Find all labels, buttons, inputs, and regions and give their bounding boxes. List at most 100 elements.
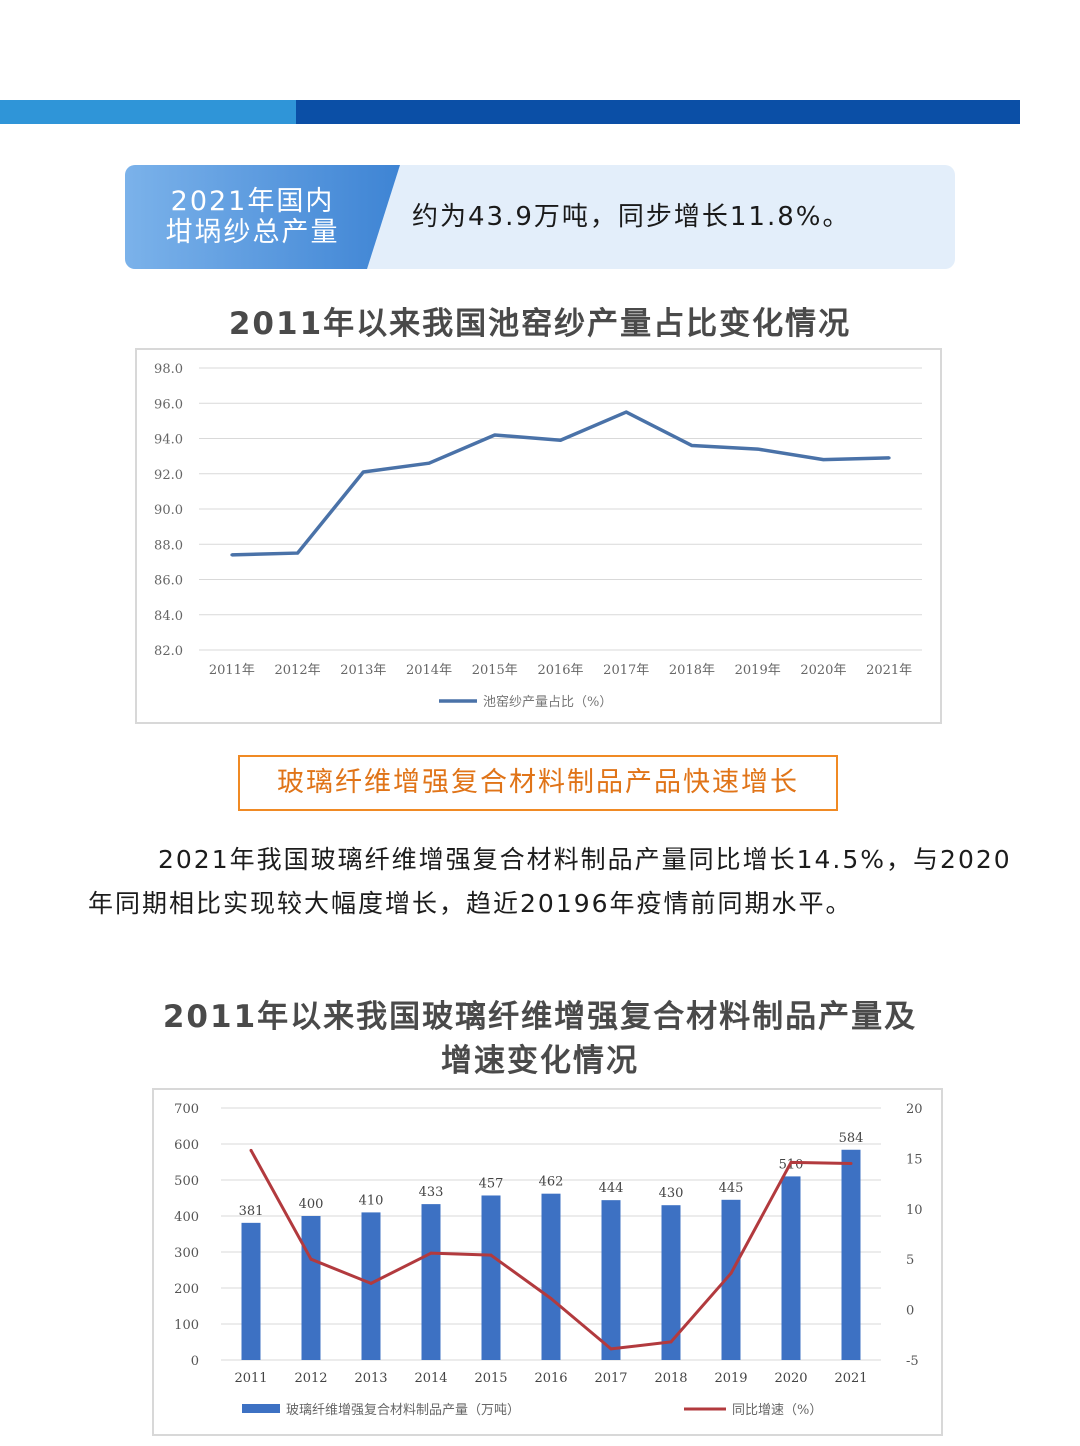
header-stripe-dark (296, 100, 1020, 124)
chart1-y-tick: 90.0 (154, 503, 183, 518)
chart2-x-tick: 2016 (534, 1371, 567, 1386)
chart1-series-line (231, 410, 890, 557)
chart2-x-tick: 2015 (474, 1371, 507, 1386)
chart1-x-tick: 2016年 (537, 663, 583, 678)
chart1-x-tick: 2017年 (603, 663, 649, 678)
chart1-y-tick: 84.0 (154, 609, 183, 624)
chart1-point (493, 433, 497, 437)
chart2-bar-label: 584 (839, 1131, 864, 1146)
chart2-x-tick: 2012 (294, 1371, 327, 1386)
chart1-x-tick: 2012年 (275, 663, 321, 678)
chart1-x-tick: 2018年 (669, 663, 715, 678)
chart2-bar (541, 1193, 561, 1360)
chart2-svg: 0 100 200 300 400 500 600 700 -5 0 5 10 15 20 2011 2012… (174, 1102, 923, 1418)
chart2-title-line1: 2011年以来我国玻璃纤维增强复合材料制品产量及 (162, 999, 918, 1035)
chart2-legend-bar-swatch (242, 1404, 280, 1413)
chart2-growth-point (789, 1160, 793, 1164)
chart1-y-tick: 88.0 (154, 538, 183, 553)
chart1-frame: 82.0 84.0 86.0 88.0 90.0 92.0 94.0 96.0 98.0 2011… (135, 348, 942, 724)
chart2-bar (661, 1205, 681, 1360)
chart1-y-tick: 92.0 (154, 468, 183, 483)
chart2-frame: 0 100 200 300 400 500 600 700 -5 0 5 10 15 20 2011 2012… (152, 1088, 943, 1436)
chart2-growth-point (489, 1253, 493, 1257)
banner-tab-line1: 2021年国内 (170, 186, 335, 217)
chart2-x-tick: 2014 (414, 1371, 447, 1386)
chart2-x-tick: 2021 (834, 1371, 867, 1386)
chart1-x-tick: 2020年 (800, 663, 846, 678)
chart2-legend-line-label: 同比增速（%） (732, 1403, 822, 1418)
chart2-bar-label: 430 (659, 1186, 684, 1201)
banner-tab-line2: 坩埚纱总产量 (165, 217, 340, 248)
header-stripe-light (0, 100, 296, 124)
chart2-bar (301, 1216, 321, 1360)
banner-tab: 2021年国内 坩埚纱总产量 (125, 165, 400, 269)
chart1-x-tick: 2011年 (209, 663, 255, 678)
chart2-bar-label: 381 (239, 1204, 264, 1219)
chart1-point (690, 444, 694, 448)
chart1-x-tick: 2014年 (406, 663, 452, 678)
chart1-y-tick: 98.0 (154, 362, 183, 377)
chart1-point (230, 553, 234, 557)
chart2-bar (781, 1176, 801, 1360)
chart2-y-tick: 300 (174, 1246, 199, 1261)
section-heading: 玻璃纤维增强复合材料制品产品快速增长 (238, 755, 838, 811)
chart2-y2-tick: 15 (906, 1152, 923, 1167)
highlight-banner: 2021年国内 坩埚纱总产量 约为43.9万吨，同步增长11.8%。 (125, 165, 955, 269)
chart2-growth-point (309, 1257, 313, 1261)
chart2-bar-label: 400 (299, 1197, 324, 1212)
chart2-title-line2: 增速变化情况 (441, 1043, 639, 1079)
chart2-x-tick: 2013 (354, 1371, 387, 1386)
chart2-growth-point (849, 1161, 853, 1165)
chart2-y-tick: 500 (174, 1174, 199, 1189)
chart1-point (296, 551, 300, 555)
chart2-y-tick: 100 (174, 1318, 199, 1333)
chart2-growth-point (729, 1271, 733, 1275)
chart2-growth-point (249, 1148, 253, 1152)
chart1-x-tick: 2013年 (340, 663, 386, 678)
chart2-y-tick: 200 (174, 1282, 199, 1297)
chart2-title: 2011年以来我国玻璃纤维增强复合材料制品产量及 增速变化情况 (0, 995, 1080, 1083)
chart2-bar (241, 1222, 261, 1360)
chart2-y-tick: 700 (174, 1102, 199, 1117)
chart2-bar-label: 445 (719, 1181, 744, 1196)
chart2-bar-label: 433 (419, 1185, 444, 1200)
chart2-x-tick: 2018 (654, 1371, 687, 1386)
chart2-y2-tick: 20 (906, 1102, 923, 1117)
banner-text: 约为43.9万吨，同步增长11.8%。 (412, 202, 851, 232)
chart2-bar-label: 444 (599, 1181, 624, 1196)
chart2-growth-point (429, 1251, 433, 1255)
chart1-y-tick: 82.0 (154, 644, 183, 659)
chart1-point (361, 470, 365, 474)
chart1-svg: 82.0 84.0 86.0 88.0 90.0 92.0 94.0 96.0 98.0 2011… (154, 362, 922, 710)
chart2-y2-tick: 10 (906, 1203, 923, 1218)
chart2-legend-bar-label: 玻璃纤维增强复合材料制品产量（万吨） (286, 1403, 520, 1418)
chart1-y-tick: 96.0 (154, 397, 183, 412)
chart2-growth-point (609, 1347, 613, 1351)
chart2-growth-point (669, 1340, 673, 1344)
chart1-point (756, 447, 760, 451)
chart2-bar (361, 1212, 381, 1360)
chart2-x-tick: 2011 (234, 1371, 267, 1386)
chart2-y2-tick: 5 (906, 1253, 914, 1268)
chart2-bar-label: 462 (539, 1175, 564, 1190)
chart1-y-tick: 94.0 (154, 433, 183, 448)
chart2-y-tick: 0 (191, 1354, 199, 1369)
chart1-legend-label: 池窑纱产量占比（%） (483, 694, 612, 710)
chart1-point (559, 438, 562, 442)
chart1-point (624, 410, 628, 414)
chart2-y2-tick: -5 (906, 1354, 919, 1369)
chart2-bar-label: 410 (359, 1193, 384, 1208)
chart2-growth-point (549, 1297, 553, 1301)
chart2-x-tick: 2017 (594, 1371, 627, 1386)
section-paragraph: 2021年我国玻璃纤维增强复合材料制品产量同比增长14.5%，与2020年同期相… (88, 845, 1012, 918)
chart1-x-tick: 2015年 (472, 663, 518, 678)
chart1-point (427, 461, 431, 465)
chart2-growth-point (369, 1281, 373, 1285)
chart1-x-tick: 2021年 (866, 663, 912, 678)
chart2-bar (721, 1199, 741, 1360)
chart2-bar (601, 1200, 621, 1360)
chart2-x-tick: 2019 (714, 1371, 747, 1386)
chart1-point (821, 458, 825, 462)
chart1-title: 2011年以来我国池窑纱产量占比变化情况 (228, 306, 852, 342)
header-stripe (0, 100, 1020, 124)
